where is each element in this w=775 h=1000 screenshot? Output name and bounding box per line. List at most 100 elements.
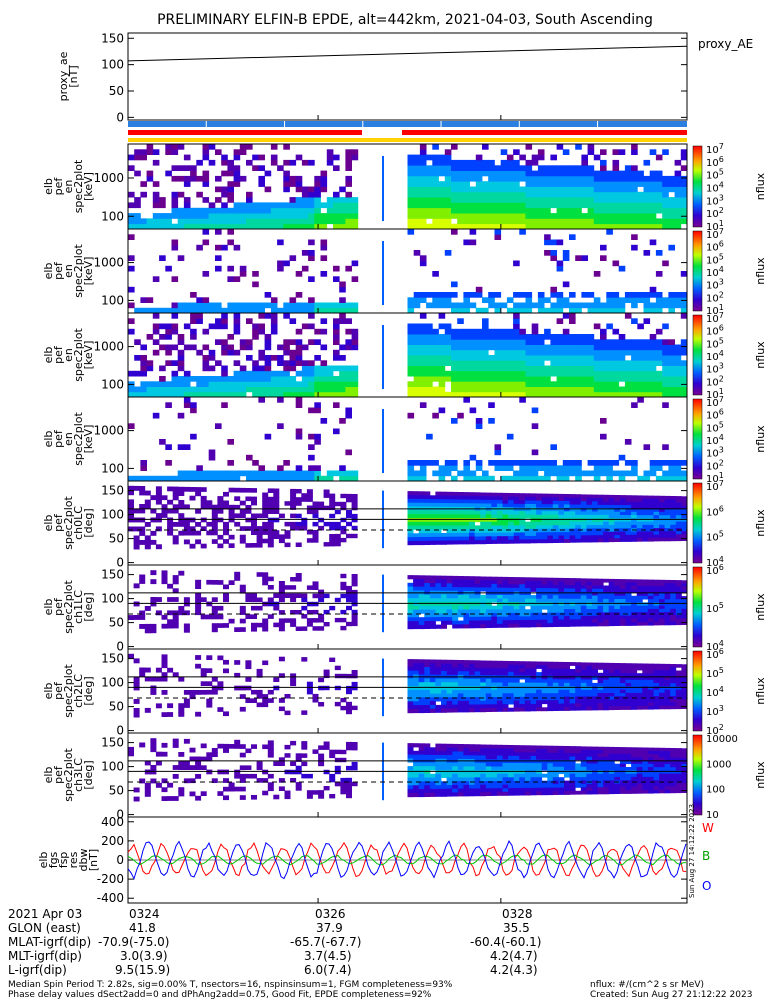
- pa-cell: [457, 697, 464, 702]
- pa-cell: [491, 667, 498, 672]
- pa-cell: [457, 529, 464, 534]
- spec-cell: [407, 159, 415, 166]
- pa-cell: [659, 670, 665, 674]
- pa-cell: [631, 686, 638, 690]
- pa-cell: [429, 499, 436, 504]
- pa-cell: [675, 580, 682, 584]
- spec-cell: [513, 223, 520, 230]
- pa-cell: [413, 514, 420, 519]
- spec-cell: [345, 165, 352, 171]
- pa-cell: [485, 689, 492, 694]
- spec-cell: [264, 475, 272, 482]
- spec-cell: [326, 154, 334, 161]
- spec-cell: [451, 349, 458, 356]
- pa-cell: [502, 576, 509, 581]
- pa-cell: [239, 487, 246, 493]
- pa-cell: [161, 574, 168, 580]
- spec-cell: [544, 234, 551, 240]
- spec-cell: [451, 381, 458, 387]
- spec-cell: [494, 460, 502, 466]
- pa-cell: [351, 685, 358, 691]
- pa-cell: [329, 534, 336, 539]
- spec-cell: [202, 154, 210, 161]
- spec-cell: [612, 297, 620, 303]
- spec-cell: [668, 207, 675, 214]
- spec-cell: [128, 475, 135, 482]
- pa-cell: [144, 623, 151, 629]
- spec-cell: [314, 386, 321, 393]
- spec-cell: [649, 186, 657, 193]
- spec-cell: [146, 386, 154, 393]
- spec-cell: [550, 181, 557, 187]
- pa-cell: [446, 510, 453, 515]
- pa-cell: [172, 597, 179, 602]
- pa-cell: [608, 535, 615, 539]
- pa-cell: [653, 676, 660, 681]
- spec-cell: [301, 191, 309, 198]
- spec-cell: [432, 223, 439, 230]
- pa-cell: [530, 588, 537, 592]
- spec-cell: [320, 475, 328, 482]
- spec-cell: [618, 307, 626, 314]
- pa-cell: [608, 622, 615, 627]
- spec-cell: [631, 292, 638, 298]
- spec-cell: [283, 207, 290, 214]
- spec-cell: [668, 365, 675, 372]
- pa-cell: [647, 586, 654, 590]
- spec-cell: [662, 149, 669, 155]
- pa-cell: [586, 706, 593, 711]
- pa-cell: [524, 514, 531, 519]
- pa-cell: [211, 521, 218, 527]
- pa-cell: [558, 504, 565, 509]
- pa-cell: [463, 616, 470, 621]
- spec-gap-strip: [382, 241, 384, 305]
- pa-cell: [340, 573, 347, 579]
- pa-cell: [457, 605, 464, 610]
- pa-cell: [636, 586, 643, 590]
- pa-cell: [564, 578, 570, 582]
- pa-cell: [424, 708, 431, 713]
- pa-cell: [223, 659, 229, 665]
- spec-cell: [643, 250, 651, 256]
- spec-cell: [140, 344, 147, 351]
- pa-cell: [530, 514, 537, 519]
- spec-cell: [289, 391, 297, 398]
- pa-cell: [273, 505, 280, 510]
- pa-cell: [441, 704, 447, 709]
- spec-cell: [631, 355, 638, 361]
- pa-cell: [183, 539, 190, 545]
- spec-cell: [177, 381, 185, 387]
- pa-cell: [597, 521, 604, 526]
- spec-cell: [196, 207, 203, 214]
- spec-cell: [258, 223, 265, 230]
- spec-cell: [637, 376, 644, 382]
- pa-cell: [407, 586, 414, 591]
- spec-cell: [649, 344, 657, 351]
- spec-cell: [308, 191, 315, 198]
- pa-cell: [608, 699, 615, 704]
- spec-cell: [562, 370, 570, 377]
- pa-cell: [608, 498, 615, 502]
- spec-cell: [593, 355, 601, 361]
- pa-cell: [597, 703, 604, 707]
- spec-cell: [308, 276, 315, 282]
- pa-cell: [256, 605, 263, 611]
- pa-cell: [189, 517, 196, 523]
- pa-cell: [463, 689, 470, 694]
- spec-cell: [134, 202, 141, 209]
- spec-cell: [606, 207, 613, 214]
- pa-cell: [659, 518, 665, 522]
- pa-cell: [647, 673, 654, 678]
- spec-cell: [544, 170, 551, 177]
- spec-cell: [668, 465, 675, 471]
- pa-cell: [653, 499, 660, 503]
- spec-cell: [333, 323, 340, 330]
- pa-cell: [564, 518, 570, 523]
- spec-cell: [252, 370, 259, 377]
- pa-cell: [424, 705, 431, 710]
- spec-cell: [190, 307, 197, 314]
- pa-cell: [575, 689, 582, 694]
- pa-cell: [502, 587, 509, 592]
- pa-cell: [340, 537, 347, 543]
- spec-cell: [283, 260, 290, 267]
